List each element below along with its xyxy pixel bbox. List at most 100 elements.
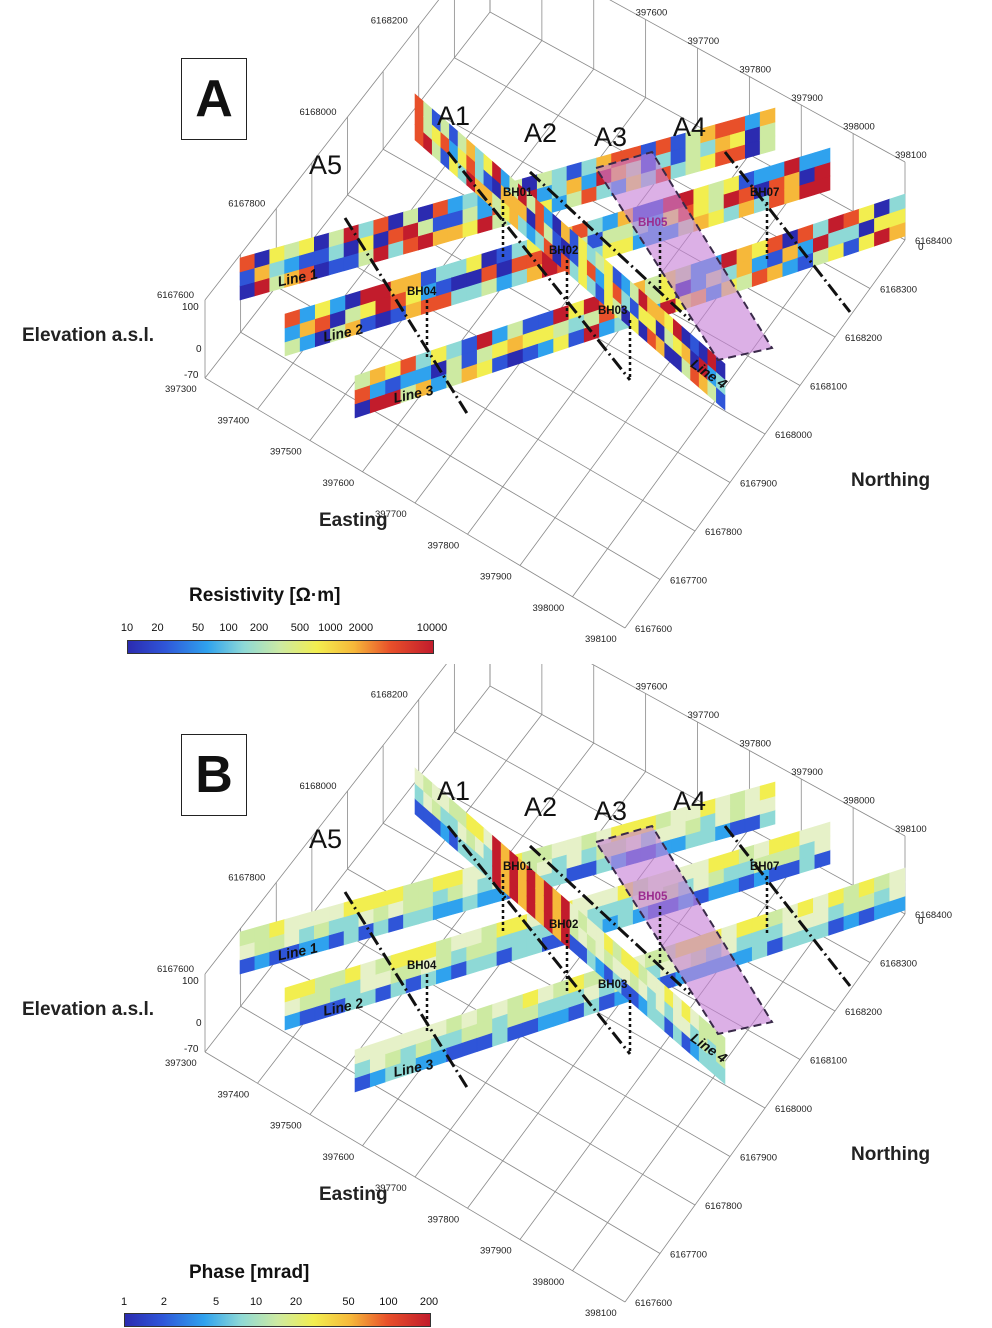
- easting-tick-label: 397300: [165, 1058, 197, 1069]
- anomaly-a3-label: A3: [594, 796, 628, 826]
- anomaly-a4-label: A4: [673, 786, 707, 816]
- grid-line: [591, 664, 906, 837]
- easting-tick-label: 398000: [533, 1277, 565, 1288]
- northing-tick-label: 6168400: [915, 910, 952, 921]
- grid-line: [204, 377, 626, 629]
- easting-axis-label: Easting: [319, 510, 388, 531]
- easting-tick-label: 398100: [585, 634, 617, 645]
- top-northing-tick-label: 6168200: [371, 690, 408, 701]
- northing-tick-label: 6168000: [775, 430, 812, 441]
- top-northing-tick-label: 6167800: [228, 873, 265, 884]
- borehole-label: BH01: [503, 187, 533, 199]
- top-easting-tick-label: 397700: [688, 36, 720, 47]
- elevation-tick-label: -70: [184, 1044, 199, 1055]
- colorbar-tick-label: 100: [379, 1296, 398, 1308]
- northing-tick-label: 6167800: [705, 1201, 742, 1212]
- easting-tick-label: 397800: [428, 540, 460, 551]
- northing-tick-label: 6168200: [845, 333, 882, 344]
- northing-tick-label: 6168000: [775, 1104, 812, 1115]
- panel-b: 397300 397400 397500 397600 397700 397800 3979…: [0, 664, 992, 1328]
- grid-line: [204, 1051, 626, 1303]
- borehole-label: BH05: [638, 217, 668, 229]
- northing-tick-label: 6168200: [845, 1007, 882, 1018]
- anomaly-line: [343, 891, 470, 1090]
- colorbar-tick-label: 200: [249, 622, 269, 634]
- anomaly-a5-label: A5: [309, 150, 343, 180]
- borehole-label: BH03: [598, 979, 627, 991]
- top-easting-tick-label: 398100: [895, 150, 927, 161]
- anomaly-a4-label: A4: [673, 112, 707, 142]
- easting-tick-label: 397300: [165, 384, 197, 395]
- section-cell: [716, 355, 726, 380]
- elevation-axis-label: Elevation a.s.l.: [22, 325, 154, 346]
- top-easting-tick-label: 398100: [895, 824, 927, 835]
- colorbar-tick-label: 500: [290, 622, 310, 634]
- colorbar-tick-label: 20: [151, 622, 164, 634]
- elevation-tick-label: 0: [196, 344, 202, 355]
- colorbar-tick-label: 10: [120, 622, 134, 634]
- borehole-label: BH02: [549, 919, 578, 931]
- elevation-axis-label: Elevation a.s.l.: [22, 999, 154, 1020]
- anomaly-line: [343, 217, 470, 416]
- colorbar-tick-label: 1: [120, 1296, 128, 1308]
- section-cell: [759, 781, 776, 801]
- borehole-label: BH05: [638, 891, 668, 903]
- borehole-label: BH03: [598, 305, 627, 317]
- top-easting-tick-label: 398000: [843, 122, 875, 133]
- colorbar-tick-label: 50: [191, 622, 205, 634]
- grid-line: [240, 1005, 661, 1254]
- top-easting-tick-label: 397700: [688, 710, 720, 721]
- right-zero-label: 0: [918, 242, 924, 253]
- anomaly-a2-label: A2: [524, 792, 558, 822]
- panel-a: 397300 397400 397500 397600 397700 397800 3979…: [22, 0, 952, 654]
- top-easting-tick-label: 397900: [791, 93, 823, 104]
- elevation-tick-label: 0: [196, 1018, 202, 1029]
- panel-a-plot: 397300 397400 397500 397600 397700 397800 3979…: [157, 0, 952, 645]
- anomaly-line: [528, 170, 692, 322]
- section-cell: [814, 821, 831, 842]
- borehole-label: BH07: [750, 861, 779, 873]
- anomaly-line: [723, 151, 852, 313]
- easting-tick-label: 397400: [218, 1089, 250, 1100]
- anomaly-line: [528, 844, 692, 996]
- borehole-label: BH01: [503, 861, 533, 873]
- northing-tick-label: 6168400: [915, 236, 952, 247]
- northing-tick-label: 6168300: [880, 959, 917, 970]
- anomaly-a1-label: A1: [437, 101, 471, 131]
- section-cell: [889, 193, 906, 214]
- colorbar-tick-label: 200: [419, 1296, 439, 1308]
- elevation-tick-label: -70: [184, 370, 199, 381]
- easting-tick-label: 397600: [323, 478, 355, 489]
- plot-group: 397300 397400 397500 397600 397700 397800 3979…: [157, 664, 952, 1319]
- panel-b-plot: 397300 397400 397500 397600 397700 397800 3979…: [157, 664, 952, 1319]
- borehole-label: BH04: [407, 960, 437, 972]
- colorbar-tick-label: 10000: [416, 622, 448, 634]
- colorbar-tick-label: 2: [160, 1296, 168, 1308]
- borehole-label: BH02: [549, 245, 578, 257]
- elevation-tick-label: 100: [182, 976, 199, 987]
- colorbar-tick-label: 10: [249, 1296, 263, 1308]
- anomaly-line: [446, 825, 632, 1055]
- top-northing-tick-label: 6167600: [157, 964, 194, 975]
- colorbar-tick-label: 5: [213, 1296, 220, 1308]
- northing-tick-label: 6167900: [740, 479, 777, 490]
- northing-tick-label: 6167600: [635, 1298, 672, 1309]
- anomaly-line: [446, 151, 632, 381]
- easting-axis-label: Easting: [319, 1184, 388, 1205]
- top-easting-tick-label: 397600: [636, 8, 668, 19]
- colorbar: [124, 1313, 431, 1327]
- easting-tick-label: 397500: [270, 1121, 302, 1132]
- easting-tick-label: 398000: [533, 603, 565, 614]
- top-northing-tick-label: 6168200: [371, 16, 408, 27]
- anomaly-a5-label: A5: [309, 824, 343, 854]
- northing-tick-label: 6167700: [670, 576, 707, 587]
- northing-tick-label: 6168100: [810, 382, 847, 393]
- northing-tick-label: 6167700: [670, 1250, 707, 1261]
- anomaly-a3-label: A3: [594, 122, 628, 152]
- section-cell: [759, 107, 776, 127]
- section-cell: [814, 147, 831, 168]
- elevation-tick-label: 100: [182, 302, 199, 313]
- top-northing-tick-label: 6168000: [300, 107, 337, 118]
- section-cell: [889, 867, 906, 888]
- top-easting-tick-label: 397800: [739, 739, 771, 750]
